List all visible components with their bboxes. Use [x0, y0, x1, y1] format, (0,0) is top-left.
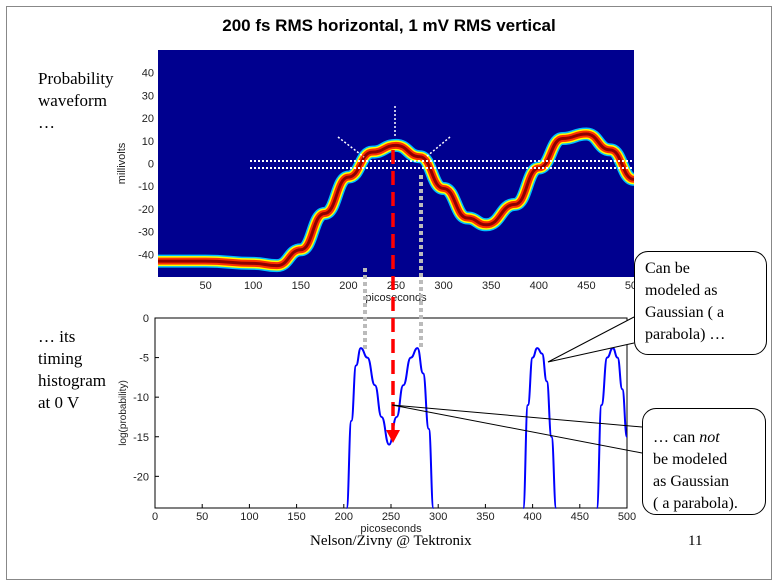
histogram-plot-area — [154, 317, 628, 509]
y-tick-label: -15 — [133, 432, 149, 444]
x-tick-label: 400 — [523, 511, 541, 523]
page-number: 11 — [688, 533, 703, 549]
label-line: histogram — [38, 371, 106, 390]
arrow-icon — [337, 136, 365, 158]
x-tick-label: 400 — [530, 280, 548, 292]
x-tick-label: 300 — [434, 280, 452, 292]
x-tick-label: 350 — [476, 511, 494, 523]
label-line: timing — [38, 349, 83, 368]
label-line: … — [38, 113, 55, 132]
callout-line: be modeled — [653, 451, 728, 468]
histogram-series-peak-pair — [345, 347, 435, 509]
callout-line: ( a parabola). — [653, 495, 738, 512]
x-tick-label: 0 — [152, 511, 158, 523]
callout-line: Can be — [645, 260, 690, 277]
y-tick-label: -20 — [138, 204, 154, 216]
label-line: Probability — [38, 69, 114, 88]
arrow-icon — [425, 136, 451, 158]
slide-frame — [6, 6, 772, 580]
y-tick-label: -20 — [133, 471, 149, 483]
waveform-plot-area — [158, 50, 634, 277]
callout-text: … can — [653, 429, 700, 446]
callout-line: modeled as — [645, 282, 718, 299]
y-tick-label: 30 — [142, 90, 154, 102]
x-axis-label: picoseconds — [365, 292, 427, 304]
y-axis-label: millivolts — [116, 142, 128, 184]
x-tick-label: 500 — [618, 511, 636, 523]
x-tick-label: 100 — [240, 511, 258, 523]
y-tick-label: 0 — [148, 159, 154, 171]
y-tick-label: -10 — [138, 181, 154, 193]
callout-pointer — [547, 316, 635, 363]
y-tick-label: -5 — [139, 353, 149, 365]
label-line: at 0 V — [38, 393, 80, 412]
callout-gaussian: Can be modeled as Gaussian ( a parabola)… — [634, 251, 767, 355]
y-tick-label: 10 — [142, 136, 154, 148]
label-line: waveform — [38, 91, 107, 110]
x-tick-label: 450 — [571, 511, 589, 523]
y-tick-label: 20 — [142, 113, 154, 125]
y-axis-label: log(probability) — [118, 380, 129, 446]
callout-line: as Gaussian — [653, 473, 729, 490]
x-tick-label: 100 — [244, 280, 262, 292]
footer: Nelson/Zivny @ Tektronix — [310, 533, 472, 549]
x-tick-label: 50 — [196, 511, 208, 523]
top-left-label: Probability waveform … — [38, 68, 114, 134]
x-tick-label: 50 — [199, 280, 211, 292]
callout-line: … can not — [653, 427, 755, 449]
callout-emphasis: not — [699, 429, 720, 446]
x-tick-label: 350 — [482, 280, 500, 292]
x-axis-label: picoseconds — [360, 523, 422, 535]
slide-title: 200 fs RMS horizontal, 1 mV RMS vertical — [222, 16, 556, 35]
y-tick-label: -30 — [138, 227, 154, 239]
arrowhead-icon — [386, 430, 400, 443]
callout-line: Gaussian ( a — [645, 304, 725, 321]
y-tick-label: 0 — [143, 313, 149, 325]
x-tick-label: 450 — [577, 280, 595, 292]
y-tick-label: 40 — [142, 68, 154, 80]
x-tick-label: 150 — [292, 280, 310, 292]
y-tick-label: -10 — [133, 392, 149, 404]
x-tick-label: 200 — [335, 511, 353, 523]
callout-not-gaussian: … can not be modeled as Gaussian ( a par… — [642, 408, 766, 515]
bottom-left-label: … its timing histogram at 0 V — [38, 326, 106, 414]
callout-pointer — [391, 404, 643, 454]
y-tick-label: -40 — [138, 249, 154, 261]
label-line: … its — [38, 327, 76, 346]
x-tick-label: 250 — [387, 280, 405, 292]
callout-line: parabola) … — [645, 326, 726, 343]
waveform-density-band — [158, 132, 635, 268]
x-tick-label: 150 — [287, 511, 305, 523]
x-tick-label: 250 — [382, 511, 400, 523]
x-tick-label: 300 — [429, 511, 447, 523]
x-tick-label: 200 — [339, 280, 357, 292]
